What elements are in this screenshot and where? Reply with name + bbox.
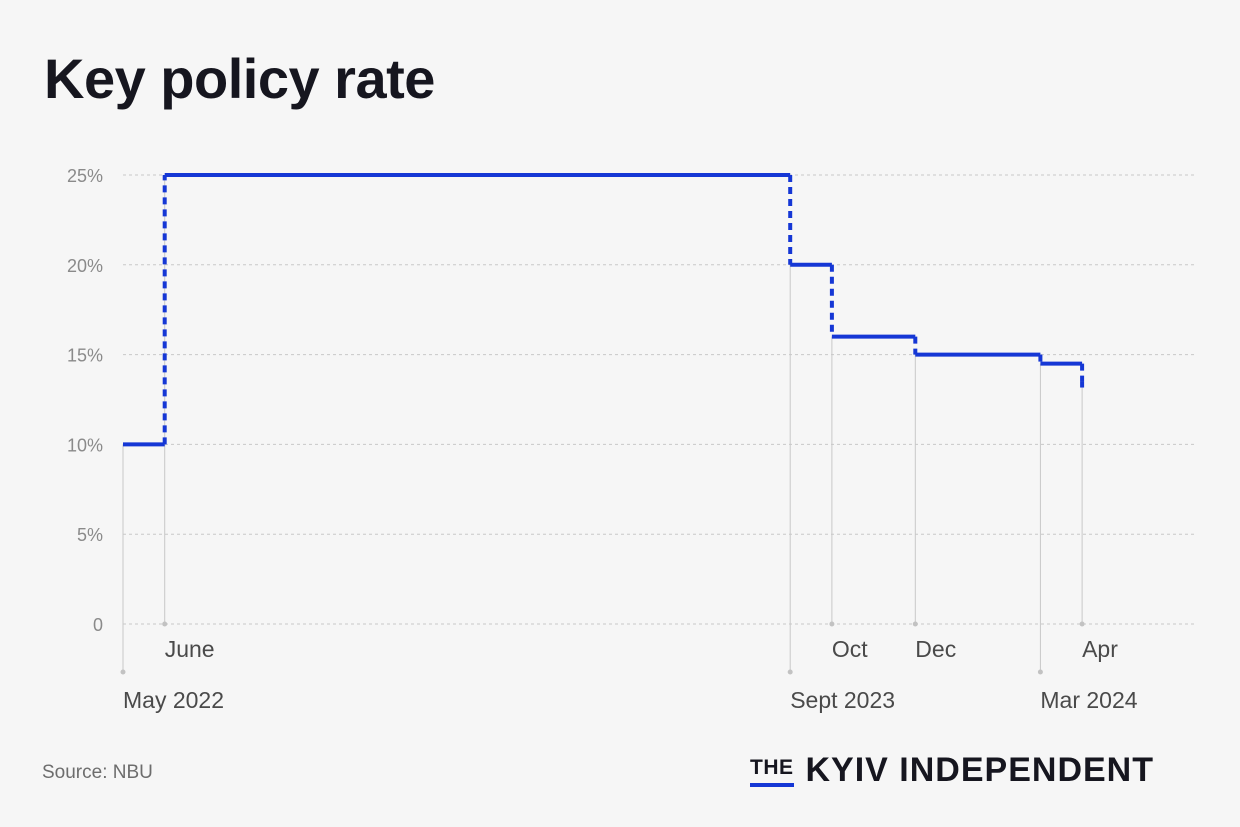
brand-logo: THE KYIV INDEPENDENT xyxy=(750,752,1154,788)
x-label: Sept 2023 xyxy=(790,687,895,713)
y-tick-label: 25% xyxy=(67,166,103,186)
guide-dot xyxy=(120,669,126,675)
guide-dot xyxy=(1037,669,1043,675)
chart-title: Key policy rate xyxy=(44,47,435,110)
guide-dot xyxy=(912,621,918,627)
y-tick-label: 20% xyxy=(67,256,103,276)
y-tick-label: 5% xyxy=(77,525,103,545)
brand-underline xyxy=(750,783,794,787)
guide-dot xyxy=(1079,621,1085,627)
brand-the: THE xyxy=(750,757,794,787)
guide-dot xyxy=(162,621,168,627)
x-label: Apr xyxy=(1082,636,1118,662)
x-label: June xyxy=(165,636,215,662)
brand-name: KYIV INDEPENDENT xyxy=(805,751,1154,789)
guide-dot xyxy=(787,669,793,675)
y-tick-label: 0 xyxy=(93,615,103,635)
x-label: May 2022 xyxy=(123,687,224,713)
y-tick-label: 15% xyxy=(67,346,103,366)
source-note: Source: NBU xyxy=(42,762,153,783)
x-label: Mar 2024 xyxy=(1040,687,1137,713)
x-label: Oct xyxy=(832,636,868,662)
guide-dot xyxy=(829,621,835,627)
y-tick-label: 10% xyxy=(67,435,103,455)
x-label: Dec xyxy=(915,636,956,662)
